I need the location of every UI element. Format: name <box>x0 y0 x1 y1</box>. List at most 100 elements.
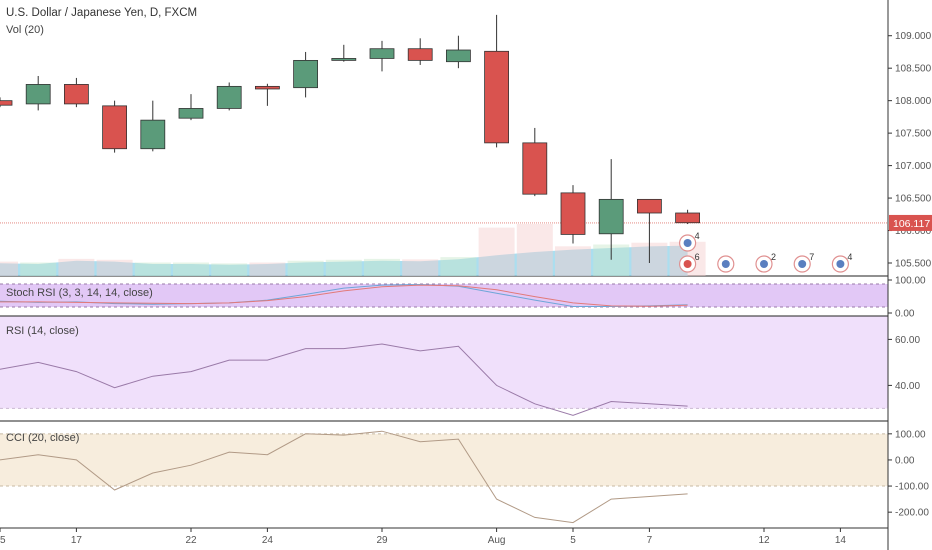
time-tick-label: Aug <box>488 535 506 546</box>
candle-body <box>0 100 13 106</box>
candle-body <box>25 84 51 105</box>
event-count: 6 <box>695 252 700 262</box>
stoch-rsi-label: Stoch RSI (3, 3, 14, 14, close) <box>6 287 153 299</box>
candle-body <box>598 198 624 235</box>
candle-body <box>675 212 700 224</box>
volume-bar <box>440 257 477 276</box>
flag-dot <box>683 260 692 268</box>
event-marker[interactable]: 4 <box>678 231 700 252</box>
cci-axis-label: -100.00 <box>895 482 929 493</box>
event-marker[interactable]: 2 <box>755 252 776 273</box>
volume-bar <box>287 260 324 276</box>
event-markers[interactable]: 4 6 2 7 4 <box>678 231 853 273</box>
flag-dot <box>836 260 845 268</box>
candle-body <box>407 48 433 61</box>
time-tick-label: 12 <box>758 535 770 546</box>
volume-area <box>0 245 688 276</box>
event-marker[interactable]: 6 <box>678 252 700 273</box>
candle-body <box>102 105 127 150</box>
candle-body <box>216 85 242 109</box>
candle-body <box>331 58 357 61</box>
price-tick-label: 105.500 <box>895 259 932 270</box>
price-tick-label: 108.500 <box>895 64 932 75</box>
volume-bar <box>173 262 209 276</box>
candle-body <box>637 198 662 214</box>
volume-bar <box>58 258 95 276</box>
cci-label: CCI (20, close) <box>6 432 80 444</box>
cci-line <box>0 430 688 524</box>
volume-label: Vol (20) <box>6 24 44 36</box>
price-axis: 109.000 108.500 108.000 107.500 107.000 106.5… <box>888 31 932 519</box>
stoch-band <box>0 284 888 307</box>
stoch-k-line <box>0 283 688 307</box>
volume-bar <box>478 227 515 276</box>
rsi-band <box>0 316 888 409</box>
time-tick-label: 5 <box>570 535 576 546</box>
event-marker[interactable]: 4 <box>831 252 852 273</box>
candle-body <box>293 59 319 89</box>
flag-dot <box>683 239 692 247</box>
rsi-axis-label: 60.00 <box>895 335 920 346</box>
cci-axis-label: 0.00 <box>895 455 915 466</box>
event-marker[interactable]: 7 <box>793 252 814 273</box>
price-tick-label: 109.000 <box>895 31 932 42</box>
event-count: 4 <box>847 252 852 262</box>
stoch-d-line <box>0 284 688 307</box>
rsi-label: RSI (14, close) <box>6 325 79 337</box>
volume-bar <box>249 262 286 276</box>
flag-dot <box>798 260 807 268</box>
time-tick-label: 22 <box>185 535 197 546</box>
stoch-axis-label: 100.00 <box>895 276 926 287</box>
candle-body <box>522 142 548 195</box>
volume-bar <box>134 262 171 276</box>
stoch-axis-label: 0.00 <box>895 309 915 320</box>
rsi-line <box>0 343 688 416</box>
time-axis: 15 17 22 24 29 Aug 5 7 12 14 <box>0 528 846 546</box>
cci-axis-label: 100.00 <box>895 429 926 440</box>
price-tick-label: 106.500 <box>895 194 932 205</box>
volume-bar <box>96 259 133 276</box>
price-tick-label: 108.000 <box>895 96 932 107</box>
flag-dot <box>721 260 730 268</box>
last-price-badge <box>889 214 932 231</box>
candle-body <box>484 50 510 144</box>
volume-bar <box>325 259 362 276</box>
candle-body <box>445 49 471 63</box>
volume-bar <box>211 263 248 276</box>
indicator-lines <box>0 283 688 524</box>
volume-bar <box>516 224 553 276</box>
cci-band <box>0 433 888 487</box>
volume-bar <box>555 246 591 276</box>
event-count: 4 <box>695 231 700 241</box>
indicator-bands <box>0 283 888 487</box>
price-tick-label: 107.000 <box>895 161 932 172</box>
volume-bar <box>402 259 439 276</box>
volume-bar <box>0 261 18 276</box>
candle-body <box>369 48 395 59</box>
candle-body <box>560 192 586 235</box>
candle-body <box>254 85 280 90</box>
candle-body <box>140 119 166 150</box>
candle-body <box>178 108 204 119</box>
cci-axis-label: -200.00 <box>895 508 929 519</box>
time-tick-label: 7 <box>647 535 653 546</box>
event-count: 7 <box>809 252 814 262</box>
time-tick-label: 17 <box>71 535 83 546</box>
last-price-value: 106.117 <box>893 218 930 230</box>
time-tick-label: 15 <box>0 535 6 546</box>
event-count: 2 <box>771 252 776 262</box>
time-tick-label: 14 <box>835 535 847 546</box>
volume-series <box>0 222 888 276</box>
price-tick-label: 106.000 <box>895 226 932 237</box>
rsi-axis-label: 40.00 <box>895 381 920 392</box>
time-tick-label: 29 <box>376 535 388 546</box>
chart-title: U.S. Dollar / Japanese Yen, D, FXCM <box>6 7 198 19</box>
event-marker[interactable] <box>717 255 735 273</box>
volume-bar <box>20 262 57 276</box>
time-tick-label: 24 <box>262 535 274 546</box>
price-tick-label: 107.500 <box>895 129 932 140</box>
volume-bar <box>364 258 400 276</box>
candlestick-series <box>0 14 700 264</box>
candle-body <box>64 84 89 105</box>
